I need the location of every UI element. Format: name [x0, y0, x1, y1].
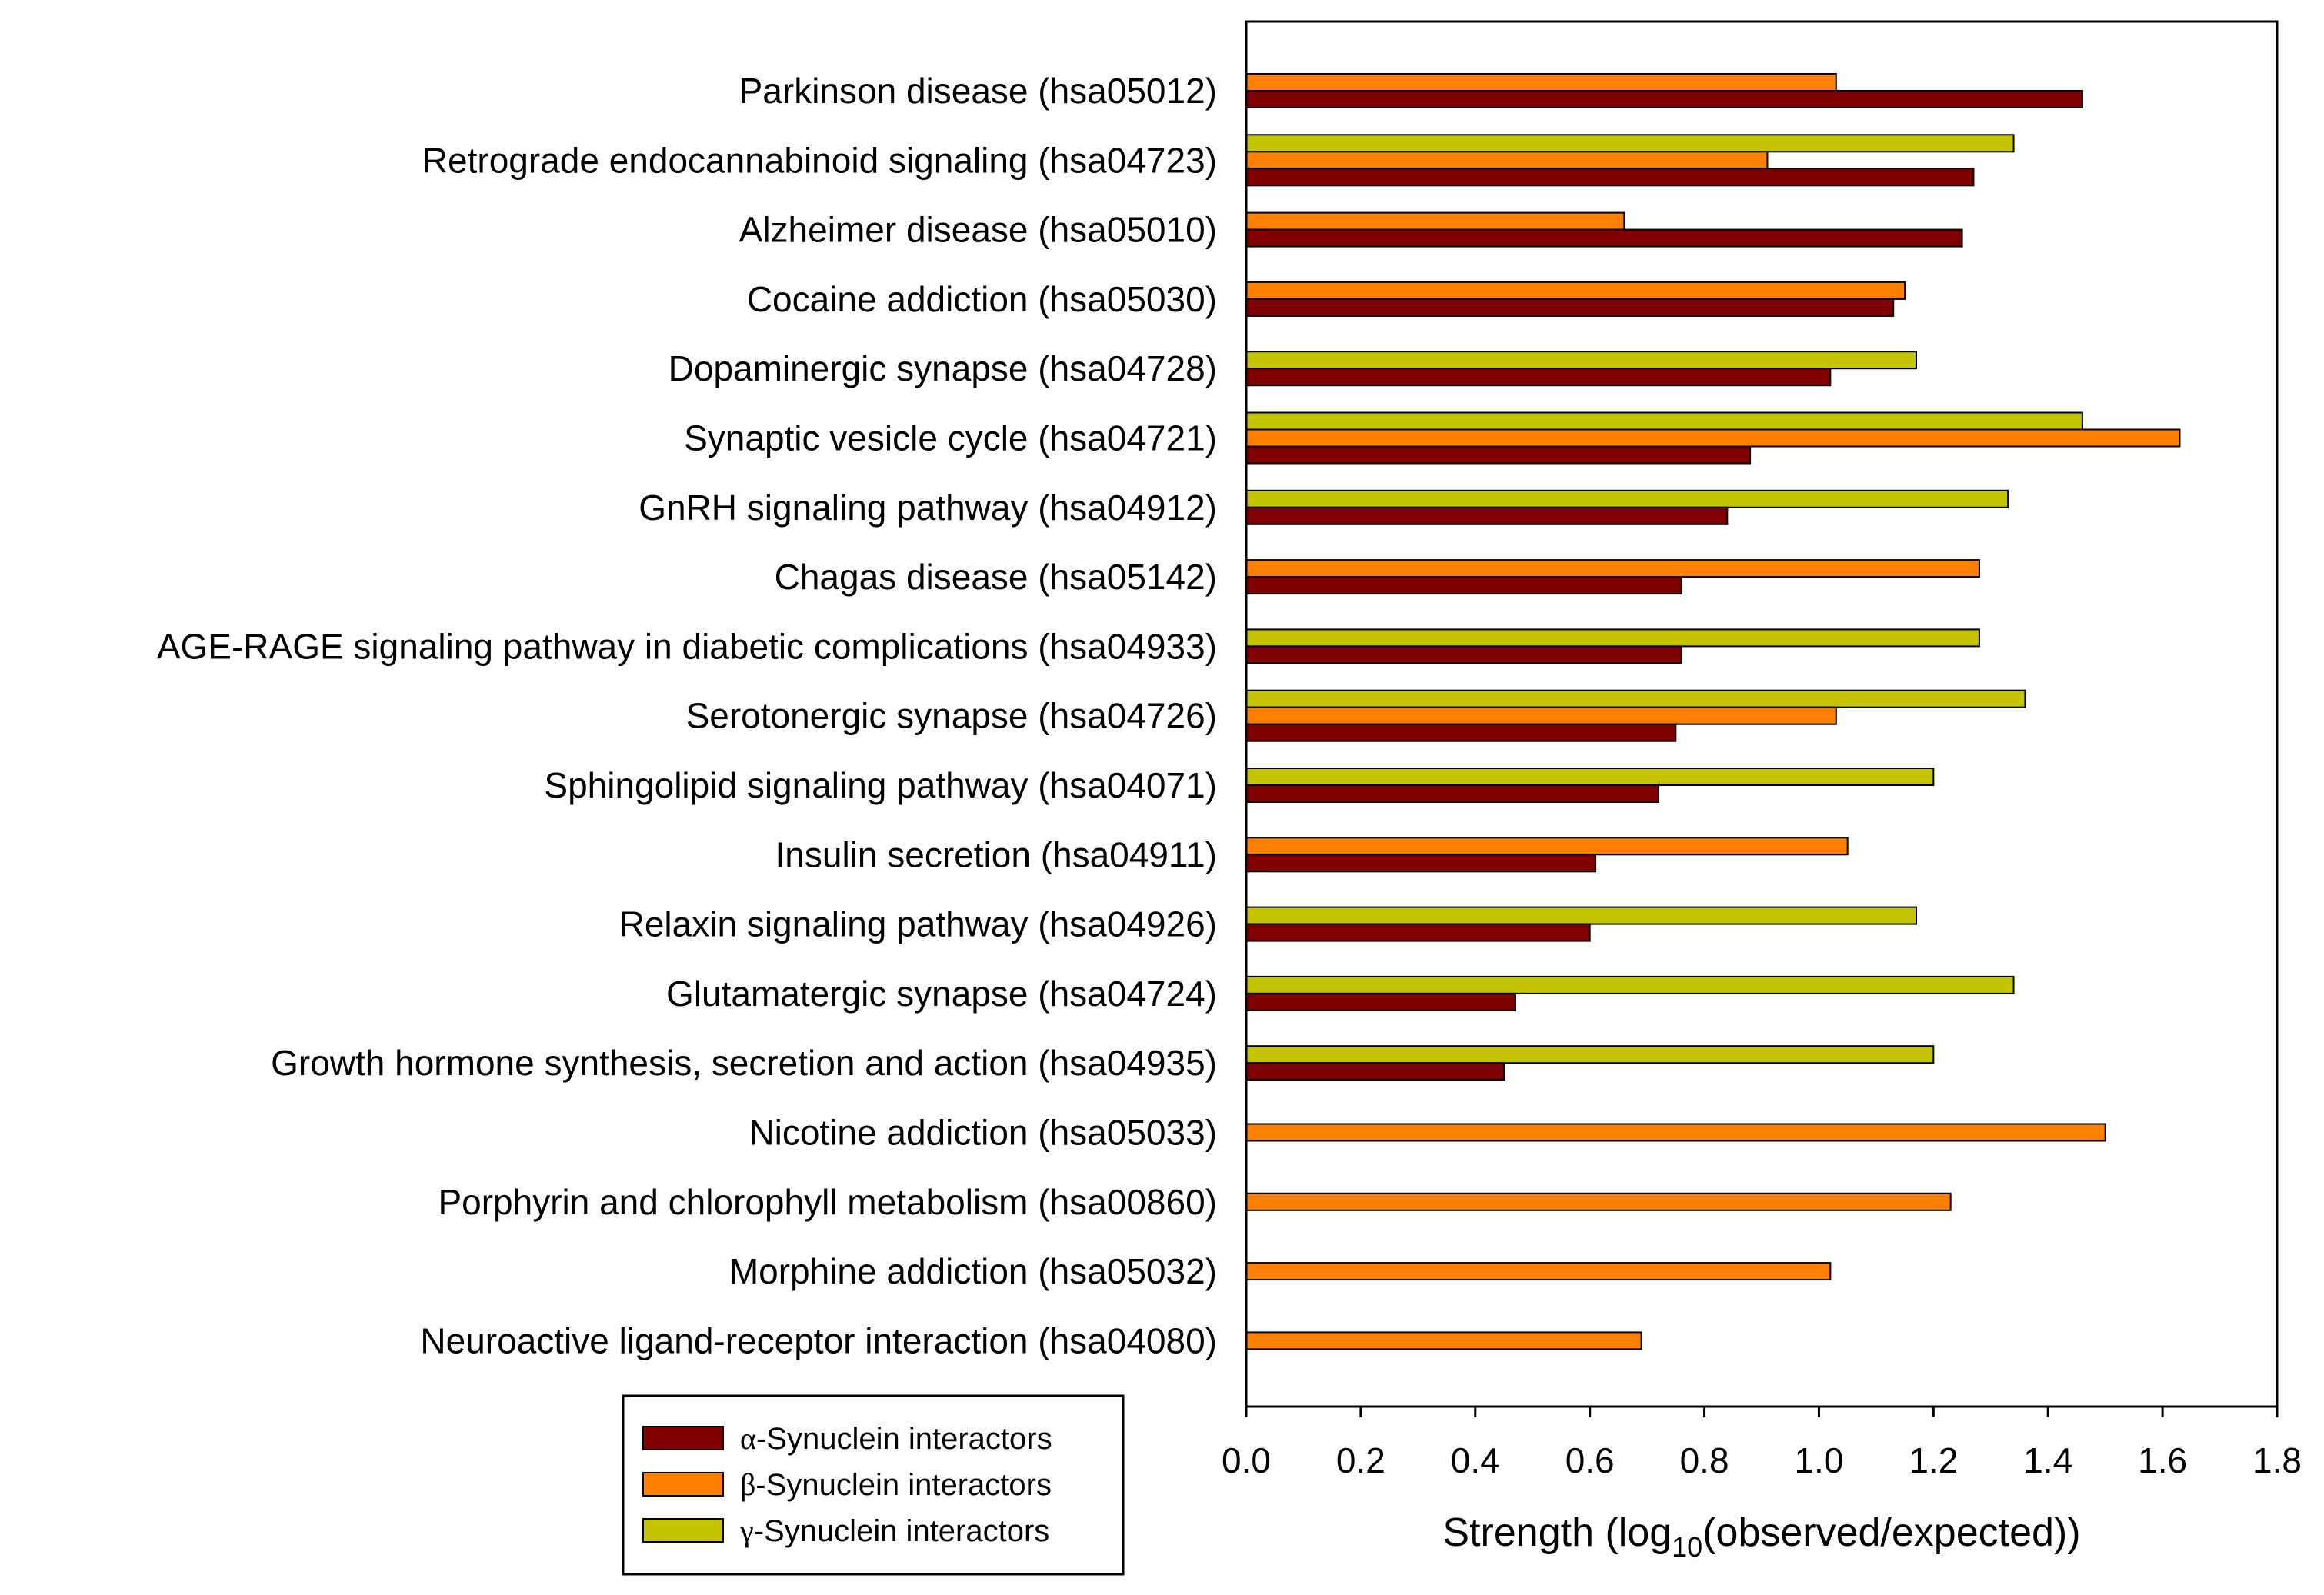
- x-tick-label: 1.6: [2138, 1440, 2187, 1480]
- x-tick-label: 1.4: [2023, 1440, 2072, 1480]
- category-label: Nicotine addiction (hsa05033): [749, 1113, 1217, 1153]
- bar-synuclein-interactors: [1245, 837, 1849, 856]
- category-label: Sphingolipid signaling pathway (hsa04071…: [544, 765, 1217, 805]
- x-tick-label: 1.0: [1794, 1440, 1843, 1480]
- bar-synuclein-interactors: [1245, 975, 2015, 994]
- legend-label: γ-Synuclein interactors: [739, 1513, 1049, 1548]
- bar-synuclein-interactors: [1245, 351, 1917, 370]
- category-label: Porphyrin and chlorophyll metabolism (hs…: [438, 1182, 1217, 1222]
- bar-synuclein-interactors: [1245, 151, 1769, 170]
- bar-synuclein-interactors: [1245, 723, 1677, 742]
- bar-synuclein-interactors: [1245, 168, 1975, 187]
- bar-synuclein-interactors: [1245, 73, 1837, 92]
- x-axis-title-base: Strength (log: [1442, 1510, 1672, 1555]
- x-tick-label: 0.0: [1222, 1440, 1271, 1480]
- bar-synuclein-interactors: [1245, 90, 2083, 108]
- category-label: Chagas disease (hsa05142): [775, 557, 1217, 597]
- bar-synuclein-interactors: [1245, 228, 1963, 248]
- bar-synuclein-interactors: [1245, 784, 1659, 803]
- bar-synuclein-interactors: [1245, 1123, 2106, 1142]
- legend-label: β-Synuclein interactors: [740, 1467, 1052, 1502]
- x-tick-label: 0.8: [1680, 1440, 1729, 1480]
- bars-group: [1245, 73, 2181, 1350]
- legend-label: α-Synuclein interactors: [740, 1421, 1052, 1456]
- category-label: Insulin secretion (hsa04911): [775, 834, 1217, 874]
- legend: α-Synuclein interactors β-Synuclein inter…: [622, 1394, 1125, 1576]
- category-label: Alzheimer disease (hsa05010): [739, 210, 1217, 250]
- bar-synuclein-interactors: [1245, 445, 1752, 465]
- legend-swatch-synuclein-interactors: [642, 1472, 724, 1497]
- category-label: Growth hormone synthesis, secretion and …: [271, 1043, 1217, 1083]
- bar-synuclein-interactors: [1245, 411, 2083, 431]
- bar-synuclein-interactors: [1245, 992, 1516, 1011]
- bar-synuclein-interactors: [1245, 706, 1837, 725]
- category-label: Relaxin signaling pathway (hsa04926): [619, 904, 1217, 944]
- plot-frame: [1245, 20, 2279, 1408]
- bar-synuclein-interactors: [1245, 645, 1682, 664]
- x-axis-title: Strength (log10(observed/expected)): [1442, 1510, 2080, 1563]
- x-axis-ticks: 0.0 0.2 0.4 0.6 0.8 1.0 1.2 1.4 1.6 1.8: [1222, 1407, 2302, 1480]
- bar-synuclein-interactors: [1245, 1192, 1952, 1211]
- category-label: Retrograde endocannabinoid signaling (hs…: [422, 140, 1217, 180]
- category-label: Dopaminergic synapse (hsa04728): [669, 348, 1217, 388]
- x-tick-label: 0.6: [1565, 1440, 1615, 1480]
- category-label: Neuroactive ligand-receptor interaction …: [420, 1320, 1217, 1360]
- x-axis-title-subscript: 10: [1672, 1531, 1702, 1563]
- bar-synuclein-interactors: [1245, 134, 2015, 153]
- category-label: Glutamatergic synapse (hsa04724): [666, 974, 1217, 1014]
- x-tick-label: 1.2: [1909, 1440, 1958, 1480]
- category-label: Parkinson disease (hsa05012): [739, 71, 1217, 111]
- bar-synuclein-interactors: [1245, 628, 1980, 648]
- bar-synuclein-interactors: [1245, 281, 1906, 300]
- category-label: AGE-RAGE signaling pathway in diabetic c…: [157, 626, 1217, 666]
- bar-synuclein-interactors: [1245, 576, 1682, 595]
- bar-synuclein-interactors: [1245, 211, 1625, 231]
- bar-synuclein-interactors: [1245, 506, 1729, 525]
- bar-synuclein-interactors: [1245, 689, 2026, 708]
- bar-synuclein-interactors: [1245, 428, 2181, 448]
- category-label: Serotonergic synapse (hsa04726): [686, 696, 1217, 736]
- category-label: Synaptic vesicle cycle (hsa04721): [684, 418, 1217, 458]
- bar-synuclein-interactors: [1245, 559, 1980, 578]
- bar-synuclein-interactors: [1245, 1062, 1505, 1081]
- bar-synuclein-interactors: [1245, 768, 1935, 786]
- bar-synuclein-interactors: [1245, 923, 1591, 942]
- category-label: GnRH signaling pathway (hsa04912): [639, 488, 1217, 528]
- bar-synuclein-interactors: [1245, 1262, 1832, 1281]
- x-tick-label: 1.8: [2252, 1440, 2302, 1480]
- bar-synuclein-interactors: [1245, 489, 2009, 508]
- bar-synuclein-interactors: [1245, 906, 1917, 925]
- bar-synuclein-interactors: [1245, 1045, 1935, 1064]
- bar-synuclein-interactors: [1245, 1331, 1642, 1350]
- category-label: Morphine addiction (hsa05032): [729, 1251, 1217, 1291]
- category-labels: Parkinson disease (hsa05012) Retrograde e…: [157, 71, 1217, 1360]
- legend-swatch-synuclein-interactors: [642, 1518, 724, 1543]
- bar-synuclein-interactors: [1245, 368, 1832, 387]
- bar-synuclein-interactors: [1245, 298, 1895, 317]
- x-axis-title-rest: (observed/expected)): [1702, 1510, 2080, 1555]
- legend-swatch-synuclein-interactors: [642, 1426, 724, 1450]
- x-tick-label: 0.2: [1336, 1440, 1385, 1480]
- x-tick-label: 0.4: [1451, 1440, 1500, 1480]
- bar-synuclein-interactors: [1245, 854, 1597, 873]
- category-label: Cocaine addiction (hsa05030): [747, 279, 1217, 319]
